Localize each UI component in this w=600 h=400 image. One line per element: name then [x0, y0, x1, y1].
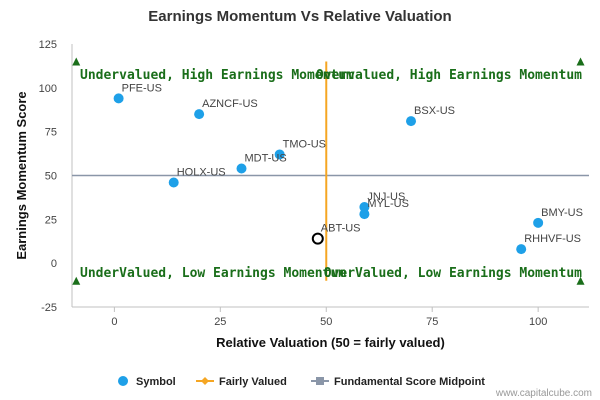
data-point-label: PFE-US	[122, 82, 162, 94]
highlight-point	[311, 232, 324, 245]
data-point-label: RHHVF-US	[524, 233, 581, 245]
quadrant-marker-bottom-right	[576, 276, 585, 285]
data-point-label: AZNCF-US	[202, 98, 258, 110]
legend: Symbol Fairly Valued Fundamental Score Mid…	[118, 376, 485, 388]
data-point-label: BMY-US	[541, 207, 583, 219]
y-tick-label: -25	[41, 302, 57, 314]
data-point-label: HOLX-US	[177, 167, 226, 179]
y-axis-title: Earnings Momentum Score	[14, 91, 29, 259]
chart-title: Earnings Momentum Vs Relative Valuation	[148, 8, 451, 25]
quadrant-marker-top-left	[72, 57, 81, 66]
y-tick-label: 0	[51, 258, 57, 270]
y-tick-label: 50	[45, 171, 57, 183]
data-point	[359, 209, 370, 220]
x-tick-label: 75	[426, 316, 438, 328]
quadrant-label-top-left: Undervalued, High Earnings Momentum	[80, 68, 354, 83]
legend-fairly-valued-marker	[201, 377, 209, 385]
data-point	[236, 163, 247, 174]
y-tick-label: 125	[39, 39, 57, 51]
data-point-label: MDT-US	[245, 152, 287, 164]
data-point	[194, 109, 205, 120]
y-tick-label: 100	[39, 83, 57, 95]
credit-text: www.capitalcube.com	[495, 388, 592, 399]
x-tick-label: 50	[320, 316, 332, 328]
data-point	[359, 202, 370, 213]
data-point	[168, 177, 179, 188]
legend-symbol-marker	[118, 376, 128, 386]
quadrant-label-bottom-right: OverValued, Low Earnings Momentum	[324, 266, 582, 281]
data-point-label: MYL-US	[367, 198, 409, 210]
quadrant-label-bottom-left: UnderValued, Low Earnings Momentum	[80, 266, 346, 281]
legend-symbol-label: Symbol	[136, 376, 176, 388]
y-tick-label: 75	[45, 127, 57, 139]
highlight-point-label: ABT-US	[321, 223, 361, 235]
data-point	[516, 244, 527, 255]
legend-fairly-valued-label: Fairly Valued	[219, 376, 287, 388]
data-point-label: BSX-US	[414, 105, 455, 117]
data-point	[274, 149, 285, 160]
x-tick-label: 100	[529, 316, 547, 328]
data-point	[113, 93, 124, 104]
y-tick-label: 25	[45, 214, 57, 226]
data-point-label: JNJ-US	[367, 191, 405, 203]
x-tick-label: 0	[111, 316, 117, 328]
quadrant-marker-top-right	[576, 57, 585, 66]
quadrant-label-top-right: Overvalued, High Earnings Momentum	[316, 68, 582, 83]
x-axis-title: Relative Valuation (50 = fairly valued)	[216, 335, 445, 350]
legend-midpoint-label: Fundamental Score Midpoint	[334, 376, 485, 388]
data-point-label: TMO-US	[283, 138, 326, 150]
data-point	[533, 217, 544, 228]
legend-midpoint-marker	[316, 377, 324, 385]
data-point	[406, 116, 417, 127]
plot-area: 125 100 75 50 25 0 -25 0 25 50 75 100 Relative Valua…	[14, 39, 589, 350]
x-tick-label: 25	[214, 316, 226, 328]
quadrant-marker-bottom-left	[72, 276, 81, 285]
